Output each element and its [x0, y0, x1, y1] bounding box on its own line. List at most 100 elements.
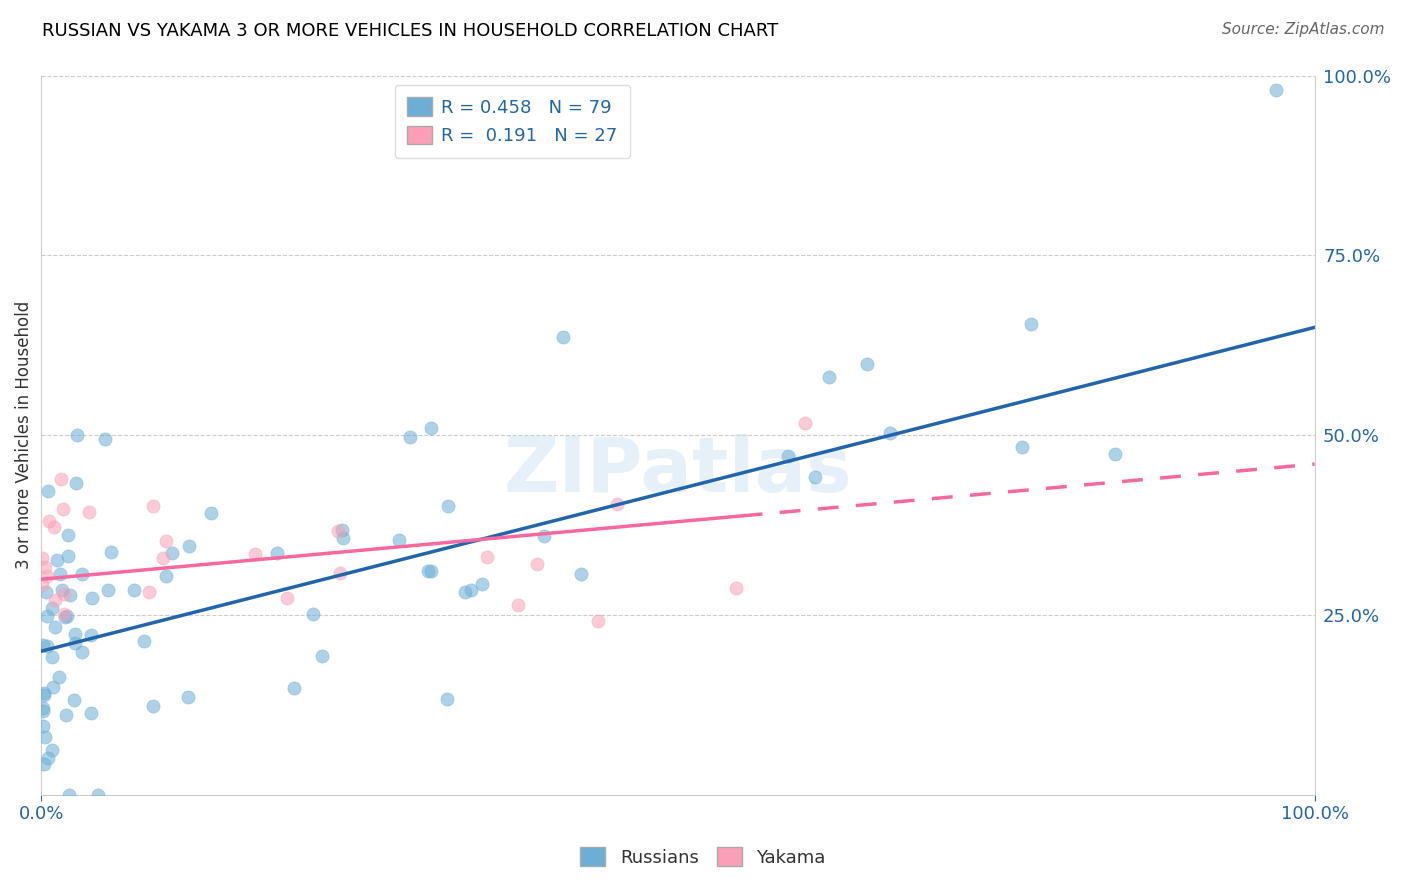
Point [52, 501, 75, 516]
Point [454, 584, 477, 599]
Point [55, 708, 77, 723]
Point [44, 520, 66, 534]
Point [471, 577, 494, 591]
Point [571, 567, 593, 582]
Point [55, 610, 77, 624]
Legend: R = 0.458   N = 79, R =  0.191   N = 27: R = 0.458 N = 79, R = 0.191 N = 27 [395, 85, 630, 158]
Point [63, 636, 86, 650]
Point [70, 645, 93, 659]
Point [56, 609, 79, 624]
Point [1104, 447, 1126, 461]
Point [32, 688, 55, 702]
Point [41, 601, 63, 615]
Point [37, 483, 59, 498]
Point [65, 627, 87, 641]
Point [31, 701, 53, 715]
Point [65, 475, 87, 490]
Point [142, 699, 165, 714]
Point [142, 499, 165, 513]
Point [49, 472, 72, 486]
Point [53, 607, 76, 621]
Point [200, 507, 222, 521]
Point [46, 553, 69, 567]
Point [52, 587, 75, 601]
Point [51, 582, 73, 597]
Point [817, 370, 839, 384]
Point [879, 425, 901, 440]
Point [420, 564, 443, 578]
Point [31, 551, 53, 566]
Point [100, 545, 122, 559]
Point [301, 607, 323, 622]
Point [32, 757, 55, 772]
Point [551, 330, 574, 344]
Point [776, 449, 799, 463]
Point [32, 718, 55, 732]
Point [245, 547, 267, 561]
Point [62, 692, 84, 706]
Legend: Russians, Yakama: Russians, Yakama [572, 840, 834, 874]
Point [122, 582, 145, 597]
Point [155, 534, 177, 549]
Point [97, 583, 120, 598]
Point [32, 704, 55, 718]
Point [49, 567, 72, 582]
Point [31, 578, 53, 592]
Point [1265, 83, 1288, 97]
Text: ZIPatlas: ZIPatlas [503, 434, 852, 508]
Point [326, 524, 349, 538]
Point [155, 568, 177, 582]
Point [332, 531, 354, 545]
Point [460, 583, 482, 598]
Text: RUSSIAN VS YAKAMA 3 OR MORE VEHICLES IN HOUSEHOLD CORRELATION CHART: RUSSIAN VS YAKAMA 3 OR MORE VEHICLES IN … [42, 22, 779, 40]
Point [41, 650, 63, 665]
Point [1019, 317, 1042, 331]
Point [526, 557, 548, 571]
Point [533, 529, 555, 543]
Point [80, 628, 103, 642]
Point [79, 706, 101, 720]
Point [330, 524, 353, 538]
Point [82, 591, 104, 605]
Point [418, 564, 440, 578]
Point [794, 416, 817, 430]
Point [437, 499, 460, 513]
Point [160, 546, 183, 560]
Point [56, 528, 79, 542]
Point [35, 609, 58, 624]
Point [152, 551, 174, 566]
Point [586, 615, 609, 629]
Y-axis label: 3 or more Vehicles in Household: 3 or more Vehicles in Household [15, 301, 32, 569]
Point [436, 692, 458, 706]
Point [420, 421, 443, 435]
Point [475, 549, 498, 564]
Point [399, 430, 422, 444]
Point [276, 591, 298, 605]
Point [66, 428, 89, 442]
Point [32, 638, 55, 652]
Point [94, 432, 117, 446]
Point [1011, 440, 1033, 454]
Point [37, 751, 59, 765]
Point [87, 788, 110, 802]
Point [138, 585, 160, 599]
Point [724, 582, 747, 596]
Point [134, 634, 156, 648]
Point [38, 514, 60, 528]
Point [32, 686, 55, 700]
Point [48, 670, 70, 684]
Point [59, 588, 82, 602]
Point [44, 620, 66, 634]
Point [44, 593, 66, 607]
Point [70, 566, 93, 581]
Point [35, 584, 58, 599]
Point [506, 598, 529, 612]
Point [266, 546, 288, 560]
Text: Source: ZipAtlas.com: Source: ZipAtlas.com [1222, 22, 1385, 37]
Point [34, 730, 56, 744]
Point [56, 549, 79, 563]
Point [41, 680, 63, 694]
Point [179, 540, 201, 554]
Point [34, 560, 56, 574]
Point [388, 533, 411, 547]
